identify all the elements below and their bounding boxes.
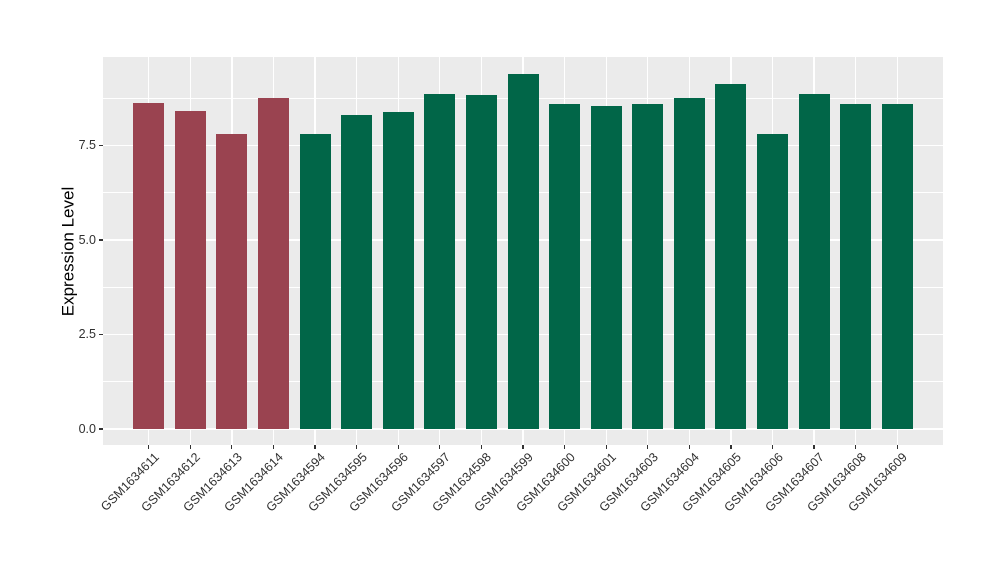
y-tick-label: 2.5 <box>78 327 96 341</box>
plot-panel <box>103 57 943 445</box>
x-axis-tick <box>647 445 649 449</box>
x-axis-tick <box>189 445 191 449</box>
bar <box>257 97 289 429</box>
y-axis-tick <box>99 428 103 430</box>
x-axis-tick <box>896 445 898 449</box>
y-axis-tick <box>99 239 103 241</box>
bar <box>216 134 248 429</box>
x-axis-tick <box>480 445 482 449</box>
x-axis-tick <box>314 445 316 449</box>
bar <box>341 114 373 429</box>
bar <box>133 102 165 429</box>
y-tick-label: 7.5 <box>78 138 96 152</box>
y-axis-tick <box>99 333 103 336</box>
y-tick-label: 0.0 <box>78 421 96 436</box>
y-axis-title: Expression Level <box>58 186 78 317</box>
bar <box>299 133 331 429</box>
x-axis-tick <box>231 445 233 449</box>
x-axis-tick <box>563 445 566 449</box>
bar <box>715 83 747 429</box>
x-axis-tick <box>356 445 358 449</box>
x-axis-tick <box>605 445 607 449</box>
bar <box>174 111 206 429</box>
bar <box>382 111 414 429</box>
x-axis-tick <box>813 445 815 449</box>
x-axis-tick <box>771 445 774 449</box>
bar <box>424 93 456 429</box>
bar <box>507 74 539 429</box>
x-axis-tick <box>522 445 524 449</box>
bar <box>590 105 622 429</box>
bar <box>840 104 872 429</box>
bar <box>632 103 664 429</box>
bar <box>673 97 705 429</box>
bar <box>798 94 830 429</box>
bar <box>549 103 581 429</box>
bar <box>465 94 497 429</box>
y-tick-label: 5.0 <box>78 232 96 247</box>
x-axis-tick <box>730 445 732 449</box>
x-axis-tick <box>855 445 857 449</box>
x-axis-tick <box>397 445 399 449</box>
x-axis-tick <box>272 445 275 449</box>
bar <box>757 134 788 429</box>
y-axis-tick <box>99 144 103 147</box>
bar <box>881 103 913 429</box>
x-axis-tick <box>688 445 690 449</box>
x-axis-tick <box>148 445 150 449</box>
x-axis-tick <box>439 445 441 449</box>
